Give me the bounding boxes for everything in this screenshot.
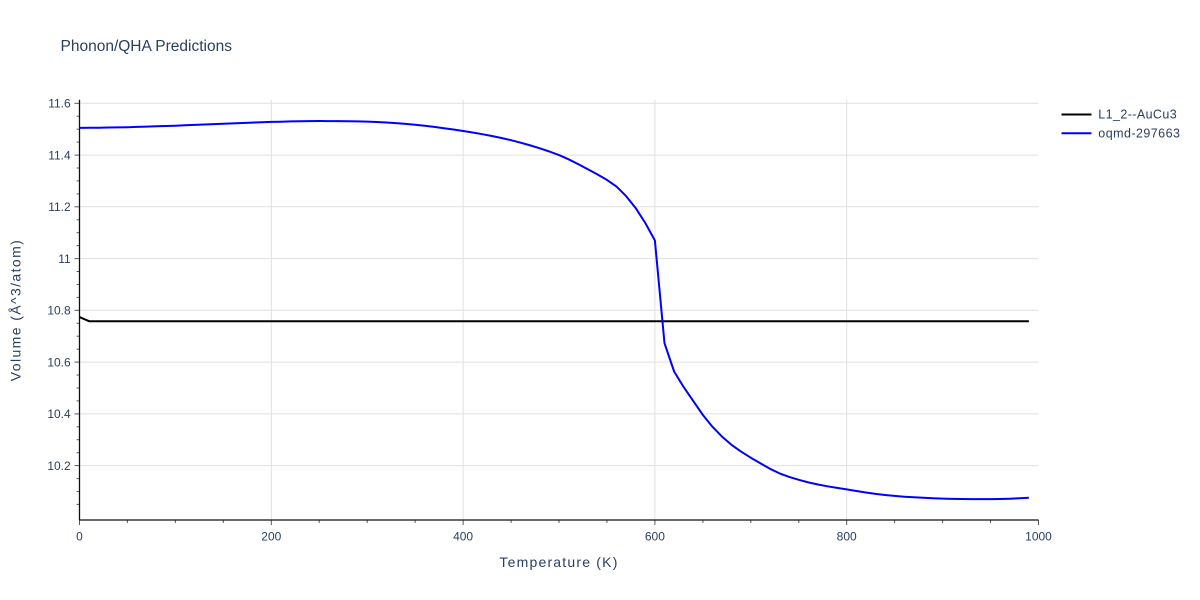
- svg-text:200: 200: [261, 530, 281, 544]
- svg-text:Phonon/QHA Predictions: Phonon/QHA Predictions: [61, 38, 233, 55]
- svg-text:600: 600: [645, 530, 665, 544]
- svg-text:10.4: 10.4: [47, 407, 71, 421]
- svg-text:Volume (Å^3/atom): Volume (Å^3/atom): [7, 239, 23, 381]
- svg-text:10.6: 10.6: [47, 355, 71, 369]
- svg-text:Temperature (K): Temperature (K): [499, 554, 618, 570]
- svg-text:L1_2--AuCu3: L1_2--AuCu3: [1098, 108, 1177, 122]
- svg-text:11.4: 11.4: [48, 148, 71, 162]
- svg-text:1000: 1000: [1025, 530, 1052, 544]
- svg-text:10.2: 10.2: [47, 459, 71, 473]
- svg-text:10.8: 10.8: [47, 304, 71, 318]
- svg-text:11.6: 11.6: [48, 97, 71, 111]
- svg-text:11: 11: [58, 252, 71, 266]
- svg-text:800: 800: [837, 530, 857, 544]
- svg-text:oqmd-297663: oqmd-297663: [1098, 127, 1180, 141]
- svg-text:0: 0: [76, 530, 83, 544]
- svg-text:400: 400: [453, 530, 473, 544]
- svg-text:11.2: 11.2: [48, 200, 71, 214]
